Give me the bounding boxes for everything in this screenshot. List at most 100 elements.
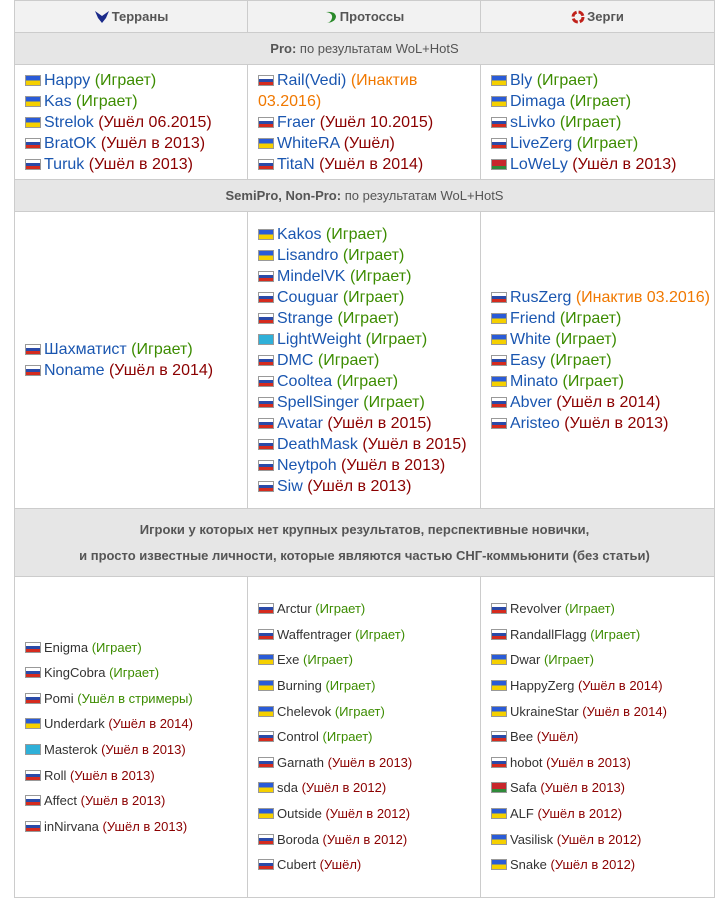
player: Revolver (Играет) [491,596,714,622]
player-name: inNirvana [44,818,99,834]
player: RusZerg (Инактив 03.2016) [491,287,714,308]
player: Safa (Ушёл в 2013) [491,775,714,801]
race-column: Enigma (Играет) KingCobra (Играет) Pomi (У… [14,576,248,898]
flag [491,137,507,149]
flag [491,158,507,170]
player-status: (Играет) [342,246,405,264]
player-name: RusZerg [510,288,572,306]
player-name: Turuk [44,155,85,173]
player-name: Abver [510,393,552,411]
flag [258,603,274,615]
race-cell: Протоссы [247,0,481,33]
section-subtitle: по результатам WoL+HotS [344,188,504,203]
section-subtitle: по результатам WoL+HotS [299,41,459,56]
section-row: Шахматист (Играет) Noname (Ушёл в 2014) Ka… [14,211,715,509]
flag [491,375,507,387]
player-status: (Ушёл) [319,857,362,873]
player-status: (Инактив 03.2016) [575,288,710,306]
flag [258,680,274,692]
player-name: Kas [44,92,72,110]
flag [491,680,507,692]
race-column: Шахматист (Играет) Noname (Ушёл в 2014) [14,211,248,509]
player-name: UkraineStar [510,703,579,719]
flag [25,641,41,653]
player-name: HappyZerg [510,678,575,694]
player-name: Rail(Vedi) [277,71,347,89]
player-name: Pomi [44,690,74,706]
player-name: Chelevok [277,703,332,719]
player-name: Arctur [277,601,312,617]
flag [258,782,274,794]
player: KingCobra (Играет) [25,660,247,686]
flag [25,692,41,704]
player-status: (Ушёл в 2014) [582,703,667,719]
flag [258,137,274,149]
player: Kakos (Играет) [258,224,480,245]
flag [491,833,507,845]
player: Exe (Играет) [258,647,480,673]
player: LiveZerg (Играет) [491,133,714,154]
section-row: Happy (Играет) Kas (Играет) Strelok (Ушёл … [14,64,715,180]
flag [258,807,274,819]
race-column: Kakos (Играет) Lisandro (Играет) MindelVK … [247,211,481,509]
player-status: (Играет) [325,678,376,694]
player: Lisandro (Играет) [258,245,480,266]
player: Dwar (Играет) [491,647,714,673]
flag [491,74,507,86]
flag [258,375,274,387]
terran-icon [94,11,109,23]
player-status: (Играет) [562,372,624,390]
player-status: (Играет) [555,330,617,348]
flag [491,354,507,366]
player: Arctur (Играет) [258,596,480,622]
section-label: Pro: [270,41,297,56]
player-status: (Играет) [94,71,157,89]
player-status: (Играет) [559,309,622,327]
player-status: (Играет) [550,351,612,369]
player: DMC (Играет) [258,350,480,371]
player: UkraineStar (Ушёл в 2014) [491,699,714,725]
player: Happy (Играет) [25,70,247,91]
flag [25,95,41,107]
section-header: SemiPro, Non-Pro: по результатам WoL+Hot… [14,179,715,212]
flag [258,859,274,871]
player-name: LoWeLy [510,155,568,173]
player: Siw (Ушёл в 2013) [258,476,480,497]
player-status: (Играет) [564,601,615,617]
player: WhiteRA (Ушёл) [258,133,480,154]
flag [258,459,274,471]
player-name: Couguar [277,288,339,306]
player-name: Snake [510,857,547,873]
player-status: (Ушёл в 2013) [546,754,631,770]
flag [258,249,274,261]
flag [258,158,274,170]
player-status: (Ушёл в 2013) [102,818,188,834]
player-status: (Играет) [131,341,193,358]
flag [491,116,507,128]
player-name: Masterok [44,742,98,757]
player-name: LightWeight [277,330,362,348]
player-status: (Ушёл в 2015) [362,435,467,453]
flag [258,654,274,666]
player-name: Safa [510,780,537,796]
player-name: Cubert [277,857,317,873]
player: DeathMask (Ушёл в 2015) [258,434,480,455]
player-status: (Играет) [559,113,622,131]
player-name: Шахматист [44,341,127,358]
player-name: LiveZerg [510,134,573,152]
player: Aristeo (Ушёл в 2013) [491,413,714,434]
player-name: Dimaga [510,92,566,110]
flag [491,782,507,794]
player-name: Waffentrager [277,626,352,642]
player: Avatar (Ушёл в 2015) [258,413,480,434]
player: Enigma (Играет) [25,635,247,661]
flag [25,344,41,355]
player: Underdark (Ушёл в 2014) [25,711,247,737]
player-status: (Играет) [325,225,388,243]
player: Turuk (Ушёл в 2013) [25,154,247,175]
player: Strelok (Ушёл 06.2015) [25,112,247,133]
player: ALF (Ушёл в 2012) [491,801,714,827]
player: hobot (Ушёл в 2013) [491,750,714,776]
player: Garnath (Ушёл в 2013) [258,750,480,776]
player-status: (Играет) [336,372,399,390]
